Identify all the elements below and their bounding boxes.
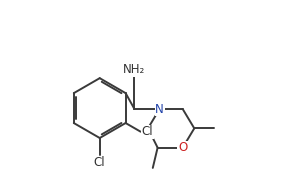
Text: Cl: Cl xyxy=(93,156,105,169)
Text: Cl: Cl xyxy=(142,125,153,138)
Text: NH₂: NH₂ xyxy=(123,63,146,76)
Text: N: N xyxy=(155,102,164,116)
Text: O: O xyxy=(178,141,187,154)
